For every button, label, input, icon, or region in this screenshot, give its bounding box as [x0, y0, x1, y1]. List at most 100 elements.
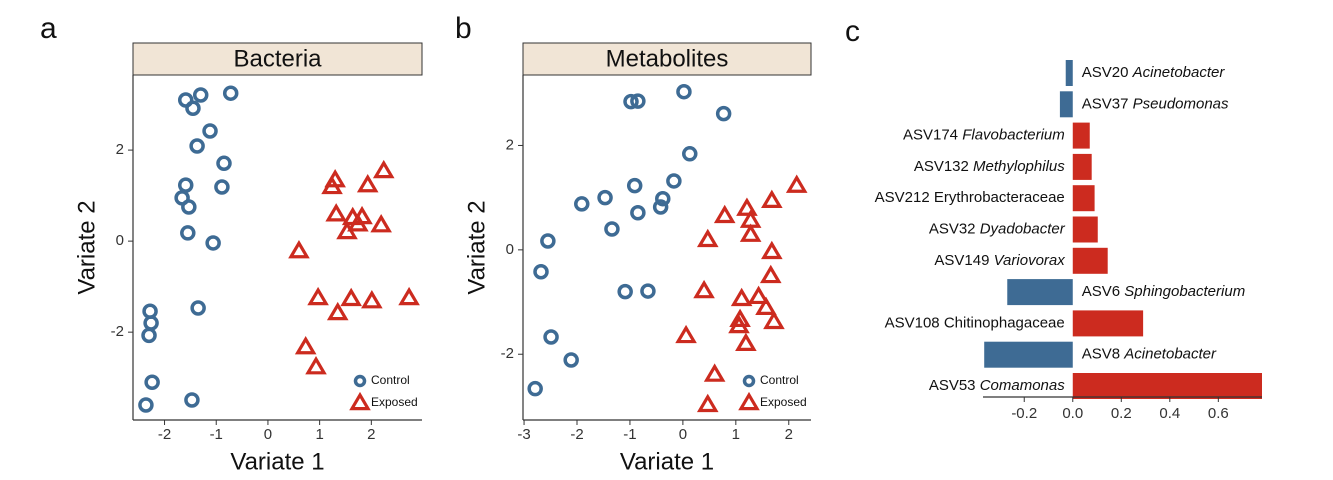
point: [617, 283, 633, 300]
point: [696, 393, 719, 413]
point: [761, 240, 783, 260]
panel-label: a: [40, 12, 57, 45]
bar-label-taxon: Dyadobacter: [980, 220, 1066, 237]
x-tick-label: 1: [732, 426, 740, 443]
legend-marker: [353, 374, 367, 388]
point: [739, 223, 762, 242]
legend-marker: [738, 391, 760, 411]
point: [356, 173, 379, 193]
bar: [1059, 91, 1073, 118]
point: [185, 100, 201, 116]
bar: [1072, 153, 1092, 180]
point: [370, 214, 392, 233]
x-tick-label: 0.0: [1062, 405, 1083, 422]
y-tick-label: -2: [111, 323, 124, 340]
bar-label: ASV132 Methylophilus: [914, 158, 1065, 175]
point: [675, 324, 697, 344]
point: [730, 287, 753, 307]
bar-label-id: ASV132: [914, 158, 973, 175]
point: [527, 380, 543, 397]
point: [563, 352, 579, 368]
x-tick-label: 0.6: [1208, 405, 1229, 422]
legend-marker: [349, 391, 371, 411]
bar-label: ASV53 Comamonas: [929, 377, 1065, 394]
point: [604, 221, 620, 237]
bar-label-taxon: Acinetobacter: [1132, 64, 1226, 81]
point: [640, 283, 656, 299]
bar-label-id: ASV8: [1082, 346, 1125, 363]
point: [729, 308, 751, 327]
panel-title: Metabolites: [606, 45, 729, 72]
point: [626, 177, 643, 194]
bar-label: ASV6 Sphingobacterium: [1082, 283, 1245, 300]
bar-label: ASV149 Variovorax: [934, 252, 1065, 269]
y-tick-label: -2: [501, 345, 514, 362]
point: [336, 220, 358, 240]
bar-label-taxon: Comamonas: [980, 377, 1066, 394]
point: [696, 228, 719, 248]
point: [190, 300, 206, 316]
point: [728, 314, 750, 334]
x-tick-label: -3: [517, 426, 530, 443]
point: [222, 85, 239, 101]
bar-label: ASV37 Pseudomonas: [1082, 95, 1229, 112]
point: [623, 93, 639, 110]
point: [202, 123, 218, 139]
point: [326, 301, 349, 321]
bar: [1072, 247, 1108, 274]
bar-label-taxon: Flavobacterium: [962, 127, 1065, 144]
point: [144, 374, 160, 390]
bar-label-taxon: Acinetobacter: [1123, 346, 1217, 363]
point: [747, 285, 770, 305]
bar-label-taxon: Pseudomonas: [1133, 95, 1229, 112]
bar-label: ASV108 Chitinophagaceae: [885, 314, 1065, 331]
point: [321, 175, 343, 195]
point: [761, 189, 783, 208]
bar: [1072, 122, 1090, 149]
y-tick-label: 0: [506, 241, 514, 258]
point: [715, 105, 732, 122]
bar: [1072, 216, 1098, 243]
point: [785, 174, 808, 193]
point: [216, 155, 232, 172]
y-axis-label: Variate 2: [73, 200, 100, 294]
bar-label-id: ASV32: [929, 220, 980, 237]
point: [325, 203, 347, 222]
point: [652, 199, 669, 215]
point: [655, 190, 671, 207]
point: [372, 159, 395, 179]
bar-label-id: ASV108: [885, 314, 944, 331]
point: [533, 264, 549, 280]
bar: [1007, 279, 1073, 306]
x-tick-label: 2: [367, 426, 375, 443]
x-tick-label: 1: [315, 426, 323, 443]
point: [540, 233, 556, 249]
bar: [1072, 373, 1262, 399]
point: [736, 197, 758, 216]
bar: [1065, 60, 1073, 86]
y-tick-label: 2: [116, 141, 124, 158]
x-axis-label: Variate 1: [230, 448, 324, 475]
point: [288, 239, 310, 259]
bar-label-taxon: Sphingobacterium: [1124, 283, 1245, 300]
legend-label: Control: [760, 373, 799, 387]
y-axis-label: Variate 2: [463, 200, 490, 294]
y-tick-label: 0: [116, 232, 124, 249]
point: [543, 329, 559, 345]
point: [181, 199, 197, 215]
y-tick-label: 2: [506, 136, 514, 153]
point: [294, 336, 317, 355]
x-tick-label: 2: [785, 426, 793, 443]
x-tick-label: -1: [210, 426, 223, 443]
point: [763, 310, 785, 330]
point: [759, 264, 782, 284]
bar-label-taxon: Erythrobacteraceae: [934, 189, 1065, 206]
point: [630, 205, 646, 221]
point: [305, 356, 327, 375]
bar-label-taxon: Chitinophagaceae: [944, 314, 1065, 331]
point: [666, 173, 682, 189]
legend-label: Exposed: [371, 395, 418, 409]
point: [361, 290, 383, 309]
point: [205, 235, 221, 251]
bar-label-id: ASV174: [903, 127, 962, 144]
